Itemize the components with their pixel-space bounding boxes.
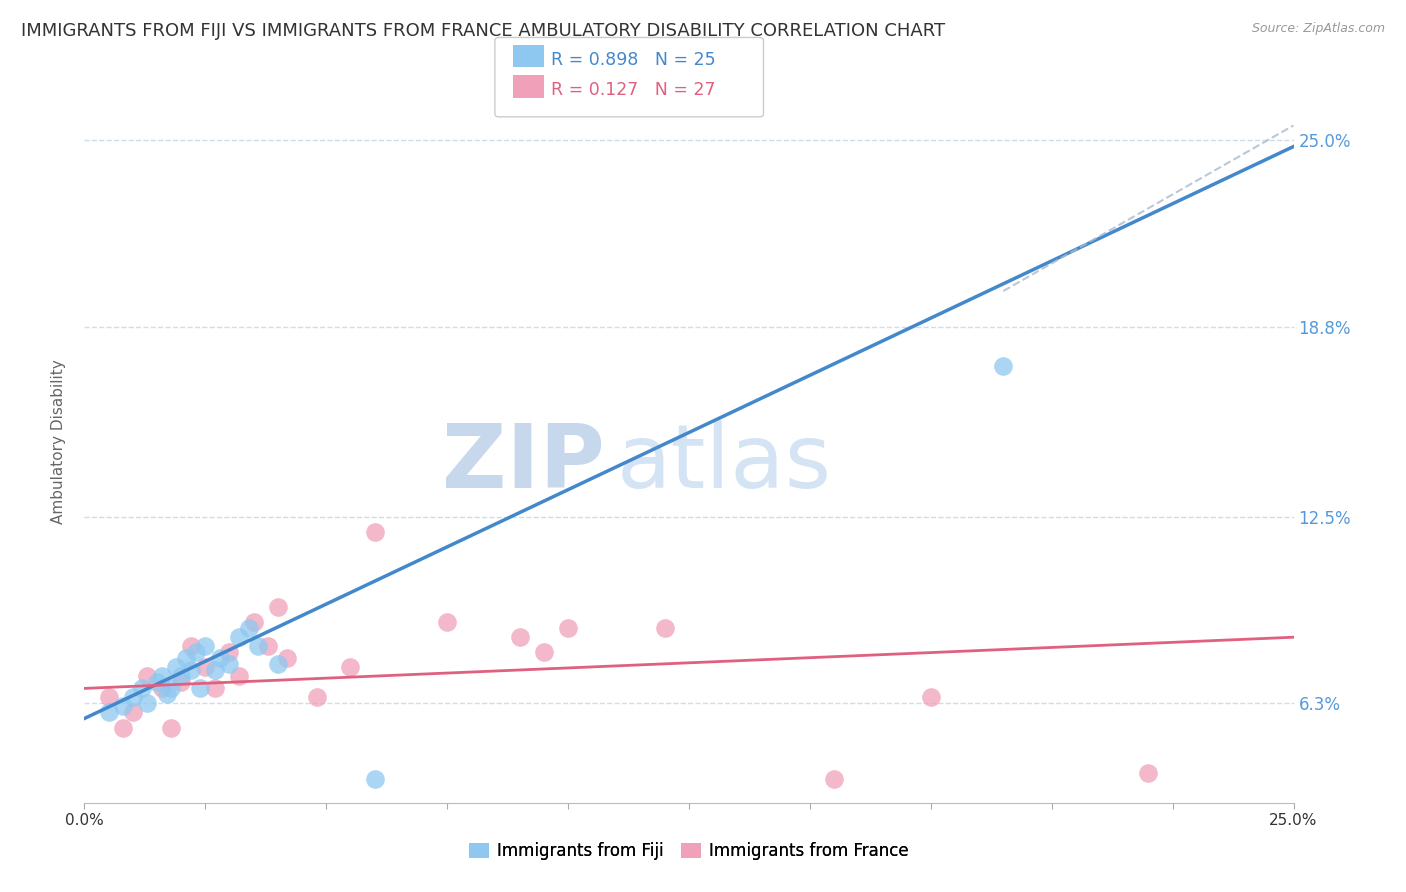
Point xyxy=(257,639,280,653)
Point xyxy=(155,687,177,701)
Point xyxy=(150,681,173,696)
Point xyxy=(180,639,202,653)
Point xyxy=(170,675,193,690)
Point xyxy=(190,681,212,696)
Point xyxy=(247,639,270,653)
Point xyxy=(218,645,240,659)
Point xyxy=(276,651,298,665)
Point xyxy=(174,651,197,665)
Y-axis label: Ambulatory Disability: Ambulatory Disability xyxy=(51,359,66,524)
Point xyxy=(509,630,531,644)
Point xyxy=(165,660,187,674)
Point xyxy=(194,639,217,653)
Point xyxy=(170,669,193,683)
Point xyxy=(180,664,202,678)
Point xyxy=(208,651,231,665)
Point xyxy=(218,657,240,672)
Point xyxy=(160,681,183,696)
Text: Source: ZipAtlas.com: Source: ZipAtlas.com xyxy=(1251,22,1385,36)
Point xyxy=(267,600,290,615)
Point xyxy=(136,697,159,711)
Point xyxy=(184,645,207,659)
Point xyxy=(112,721,135,735)
Text: atlas: atlas xyxy=(616,420,831,507)
Point xyxy=(194,660,217,674)
Point xyxy=(121,690,143,705)
Point xyxy=(228,669,250,683)
Point xyxy=(204,664,226,678)
Point xyxy=(150,669,173,683)
Point xyxy=(339,660,361,674)
Point xyxy=(920,690,942,705)
Point xyxy=(97,690,120,705)
Point xyxy=(267,657,290,672)
Point xyxy=(363,524,385,539)
Point xyxy=(131,681,153,696)
Legend: Immigrants from Fiji, Immigrants from France: Immigrants from Fiji, Immigrants from Fr… xyxy=(463,836,915,867)
Point xyxy=(1137,765,1160,780)
Point xyxy=(97,706,120,720)
Point xyxy=(136,669,159,683)
Point xyxy=(121,706,143,720)
Point xyxy=(112,699,135,714)
Point xyxy=(160,721,183,735)
Point xyxy=(242,615,264,630)
Point xyxy=(146,675,169,690)
Point xyxy=(557,621,579,635)
Point xyxy=(204,681,226,696)
Point xyxy=(238,621,260,635)
Point xyxy=(823,772,845,786)
Text: ZIP: ZIP xyxy=(441,420,605,507)
Point xyxy=(436,615,458,630)
Point xyxy=(363,772,385,786)
Text: R = 0.898   N = 25: R = 0.898 N = 25 xyxy=(551,51,716,69)
Point xyxy=(654,621,676,635)
Point xyxy=(228,630,250,644)
Text: IMMIGRANTS FROM FIJI VS IMMIGRANTS FROM FRANCE AMBULATORY DISABILITY CORRELATION: IMMIGRANTS FROM FIJI VS IMMIGRANTS FROM … xyxy=(21,22,945,40)
Point xyxy=(305,690,328,705)
Point xyxy=(993,359,1015,374)
Point xyxy=(533,645,555,659)
Text: R = 0.127   N = 27: R = 0.127 N = 27 xyxy=(551,81,716,99)
